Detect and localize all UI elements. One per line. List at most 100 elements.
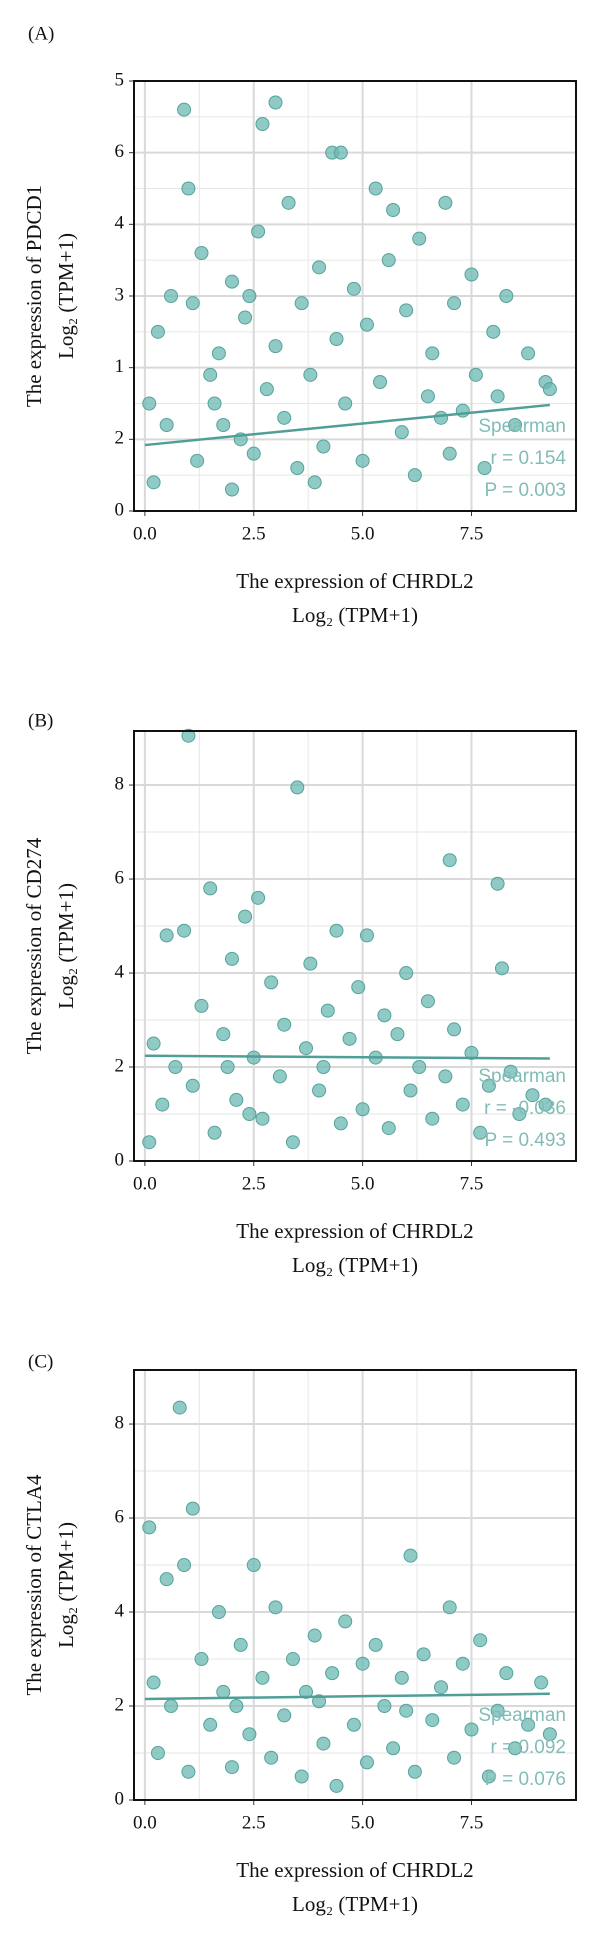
point xyxy=(490,389,505,404)
point xyxy=(481,1078,496,1093)
point xyxy=(368,181,383,196)
point xyxy=(381,1121,396,1136)
x-tick-label: 5.0 xyxy=(351,1812,375,1833)
plot-frame xyxy=(133,730,577,1162)
point xyxy=(259,382,274,397)
point xyxy=(264,975,279,990)
point xyxy=(538,1097,553,1112)
y-tick-label: 6 xyxy=(115,141,125,162)
point xyxy=(216,418,231,432)
point xyxy=(442,446,457,461)
point xyxy=(177,923,192,938)
point xyxy=(490,876,505,891)
point xyxy=(447,296,462,311)
y-tick-label: 5 xyxy=(115,69,125,90)
point xyxy=(294,1769,309,1784)
point xyxy=(503,1064,518,1079)
x-tick-label: 2.5 xyxy=(242,1173,266,1194)
point xyxy=(464,1722,479,1737)
point xyxy=(508,418,523,432)
point xyxy=(464,1045,479,1060)
point xyxy=(159,418,174,432)
point xyxy=(246,1558,261,1573)
point xyxy=(399,966,414,981)
y-tick-label: 0 xyxy=(115,499,125,520)
point xyxy=(442,1600,457,1615)
point xyxy=(242,1107,257,1122)
point xyxy=(281,195,296,210)
point xyxy=(355,1102,370,1117)
point xyxy=(403,1083,418,1098)
point xyxy=(316,1060,331,1075)
point xyxy=(216,1027,231,1042)
point xyxy=(290,461,305,475)
annotation: Spearman xyxy=(478,1066,566,1087)
point xyxy=(142,396,157,411)
point xyxy=(512,1107,527,1122)
point xyxy=(359,1755,374,1770)
point xyxy=(390,1027,405,1042)
point xyxy=(264,1750,279,1765)
point xyxy=(299,1041,314,1056)
y-tick-label: 4 xyxy=(115,961,125,982)
point xyxy=(177,102,192,117)
x-tick-label: 7.5 xyxy=(460,1173,484,1194)
point xyxy=(425,1713,440,1728)
point xyxy=(268,1600,283,1615)
point xyxy=(303,367,318,382)
y-tick-label: 8 xyxy=(115,773,125,794)
point xyxy=(420,994,435,1009)
point xyxy=(338,1614,353,1629)
point xyxy=(312,260,327,275)
point xyxy=(420,389,435,404)
plot-background xyxy=(134,731,576,1161)
x-tick-label: 7.5 xyxy=(460,1812,484,1833)
plot-frame xyxy=(133,80,577,512)
point xyxy=(146,1036,161,1051)
point xyxy=(455,1656,470,1671)
x-tick-label: 5.0 xyxy=(351,523,375,544)
point xyxy=(224,274,239,289)
point xyxy=(211,346,226,361)
point xyxy=(211,1605,226,1620)
point xyxy=(399,303,414,318)
point xyxy=(425,1111,440,1126)
point xyxy=(181,181,196,196)
point xyxy=(150,1746,165,1761)
point xyxy=(508,1741,523,1756)
point xyxy=(272,1069,287,1084)
point xyxy=(255,1111,270,1126)
point xyxy=(150,324,165,339)
point xyxy=(159,928,174,943)
point xyxy=(316,1736,331,1751)
point xyxy=(534,1675,549,1690)
point xyxy=(159,1572,174,1587)
y-tick-label: 2 xyxy=(115,1694,125,1715)
point xyxy=(338,396,353,411)
panel-label: (A) xyxy=(28,23,54,44)
point xyxy=(224,951,239,966)
y-axis-label: Log₂ (TPM+1) xyxy=(54,1522,78,1648)
point xyxy=(542,382,557,397)
point xyxy=(307,475,322,490)
fit-line xyxy=(144,1692,550,1701)
point xyxy=(438,1069,453,1084)
point xyxy=(164,289,179,303)
annotation: r = 0.154 xyxy=(490,448,566,469)
point xyxy=(229,1699,244,1714)
y-tick-label: 3 xyxy=(115,284,125,305)
x-tick-label: 0.0 xyxy=(133,1173,157,1194)
plot-frame xyxy=(133,1369,577,1801)
point xyxy=(320,1003,335,1018)
annotation: r = 0.092 xyxy=(490,1737,566,1758)
point xyxy=(525,1088,540,1103)
point xyxy=(403,1548,418,1563)
point xyxy=(155,1097,170,1112)
point xyxy=(394,1670,409,1685)
point xyxy=(255,1670,270,1685)
point xyxy=(416,1647,431,1662)
point xyxy=(468,367,483,382)
point xyxy=(164,1699,179,1714)
point xyxy=(499,289,514,303)
y-tick-label: 2 xyxy=(115,1055,125,1076)
